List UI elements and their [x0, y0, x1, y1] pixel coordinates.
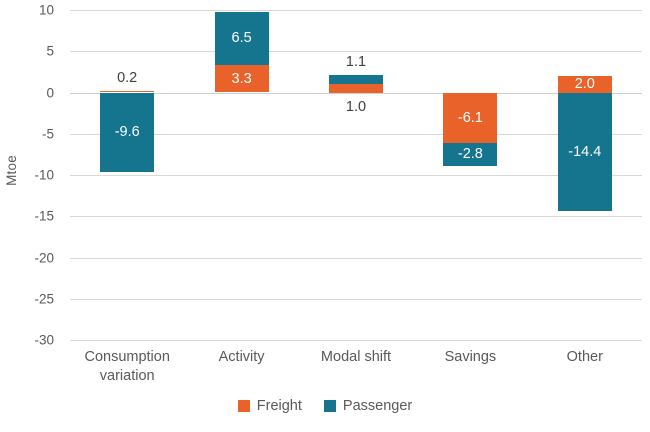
y-axis-tick-label: 10 — [38, 2, 54, 18]
bar-group[interactable]: -6.1 -2.8 — [443, 10, 498, 340]
bar-segment[interactable] — [557, 76, 612, 93]
legend-label: Freight — [256, 398, 302, 414]
bar-value-label: 1.1 — [345, 54, 367, 71]
chart-legend: Freight Passenger — [0, 398, 650, 414]
bar-value-label: 1.0 — [345, 98, 367, 115]
y-axis-tick-label: -25 — [34, 291, 54, 307]
legend-item[interactable]: Freight — [237, 398, 302, 414]
bar-group[interactable]: 0.2 -9.6 — [100, 10, 155, 340]
bar-segment[interactable] — [329, 75, 383, 85]
gridline — [70, 175, 642, 176]
x-axis-tick-label: Modal shift — [299, 348, 413, 367]
x-axis-tick-label: Consumption variation — [70, 348, 184, 386]
bar-segment[interactable] — [214, 11, 269, 66]
x-axis-tick-label: Other — [528, 348, 642, 367]
y-axis-tick-label: 0 — [46, 85, 54, 100]
x-axis-tick-labels: Consumption variation Activity Modal shift S… — [70, 348, 642, 394]
bar-group[interactable]: 3.3 6.5 — [214, 10, 269, 340]
y-axis-tick-label: -10 — [34, 167, 54, 183]
plot-area: 0.2 -9.6 3.3 6.5 1.0 1.1 -6.1 -2.8 2.0 -14.4 — [70, 10, 642, 341]
y-axis-tick-labels: 10 5 0 -5 -10 -15 -20 -25 -30 — [0, 3, 62, 348]
legend-swatch-icon — [323, 400, 336, 412]
bar-group[interactable]: 1.0 1.1 — [329, 10, 383, 340]
bar-value-label: 0.2 — [117, 69, 138, 86]
x-axis-tick-label-line: Modal shift — [320, 349, 392, 365]
x-axis-tick-label-line: Consumption — [84, 349, 170, 365]
bar-segment[interactable] — [329, 84, 383, 93]
gridline — [70, 340, 642, 341]
y-axis-tick-label: 5 — [46, 43, 54, 59]
x-axis-tick-label-line: Other — [566, 349, 603, 365]
legend-swatch-icon — [237, 400, 250, 412]
bar-segment[interactable] — [557, 92, 612, 212]
x-axis-tick-label: Savings — [413, 348, 527, 367]
zero-gridline — [70, 92, 642, 94]
bar-segment[interactable] — [443, 92, 498, 143]
legend-label: Passenger — [342, 398, 413, 414]
gridline — [70, 51, 642, 53]
bar-group[interactable]: 2.0 -14.4 — [557, 10, 612, 340]
gridline — [70, 298, 642, 300]
bar-segment[interactable] — [100, 90, 155, 93]
x-axis-tick-label: Activity — [184, 348, 298, 367]
gridline — [70, 257, 642, 259]
gridline — [70, 133, 642, 135]
legend-item[interactable]: Passenger — [323, 398, 413, 414]
gridline — [70, 10, 642, 11]
y-axis-tick-label: -30 — [34, 332, 54, 348]
x-axis-tick-label-line: Activity — [218, 349, 265, 365]
gridline — [70, 216, 642, 218]
y-axis-tick-label: -5 — [41, 126, 54, 142]
x-axis-tick-label-line: variation — [99, 368, 155, 384]
bar-segment[interactable] — [100, 92, 155, 172]
y-axis-tick-label: -15 — [34, 208, 54, 224]
y-axis-tick-label: -20 — [34, 250, 54, 265]
x-axis-tick-label-line: Savings — [444, 349, 497, 365]
bar-segment[interactable] — [443, 142, 498, 166]
bar-segment[interactable] — [214, 65, 269, 93]
